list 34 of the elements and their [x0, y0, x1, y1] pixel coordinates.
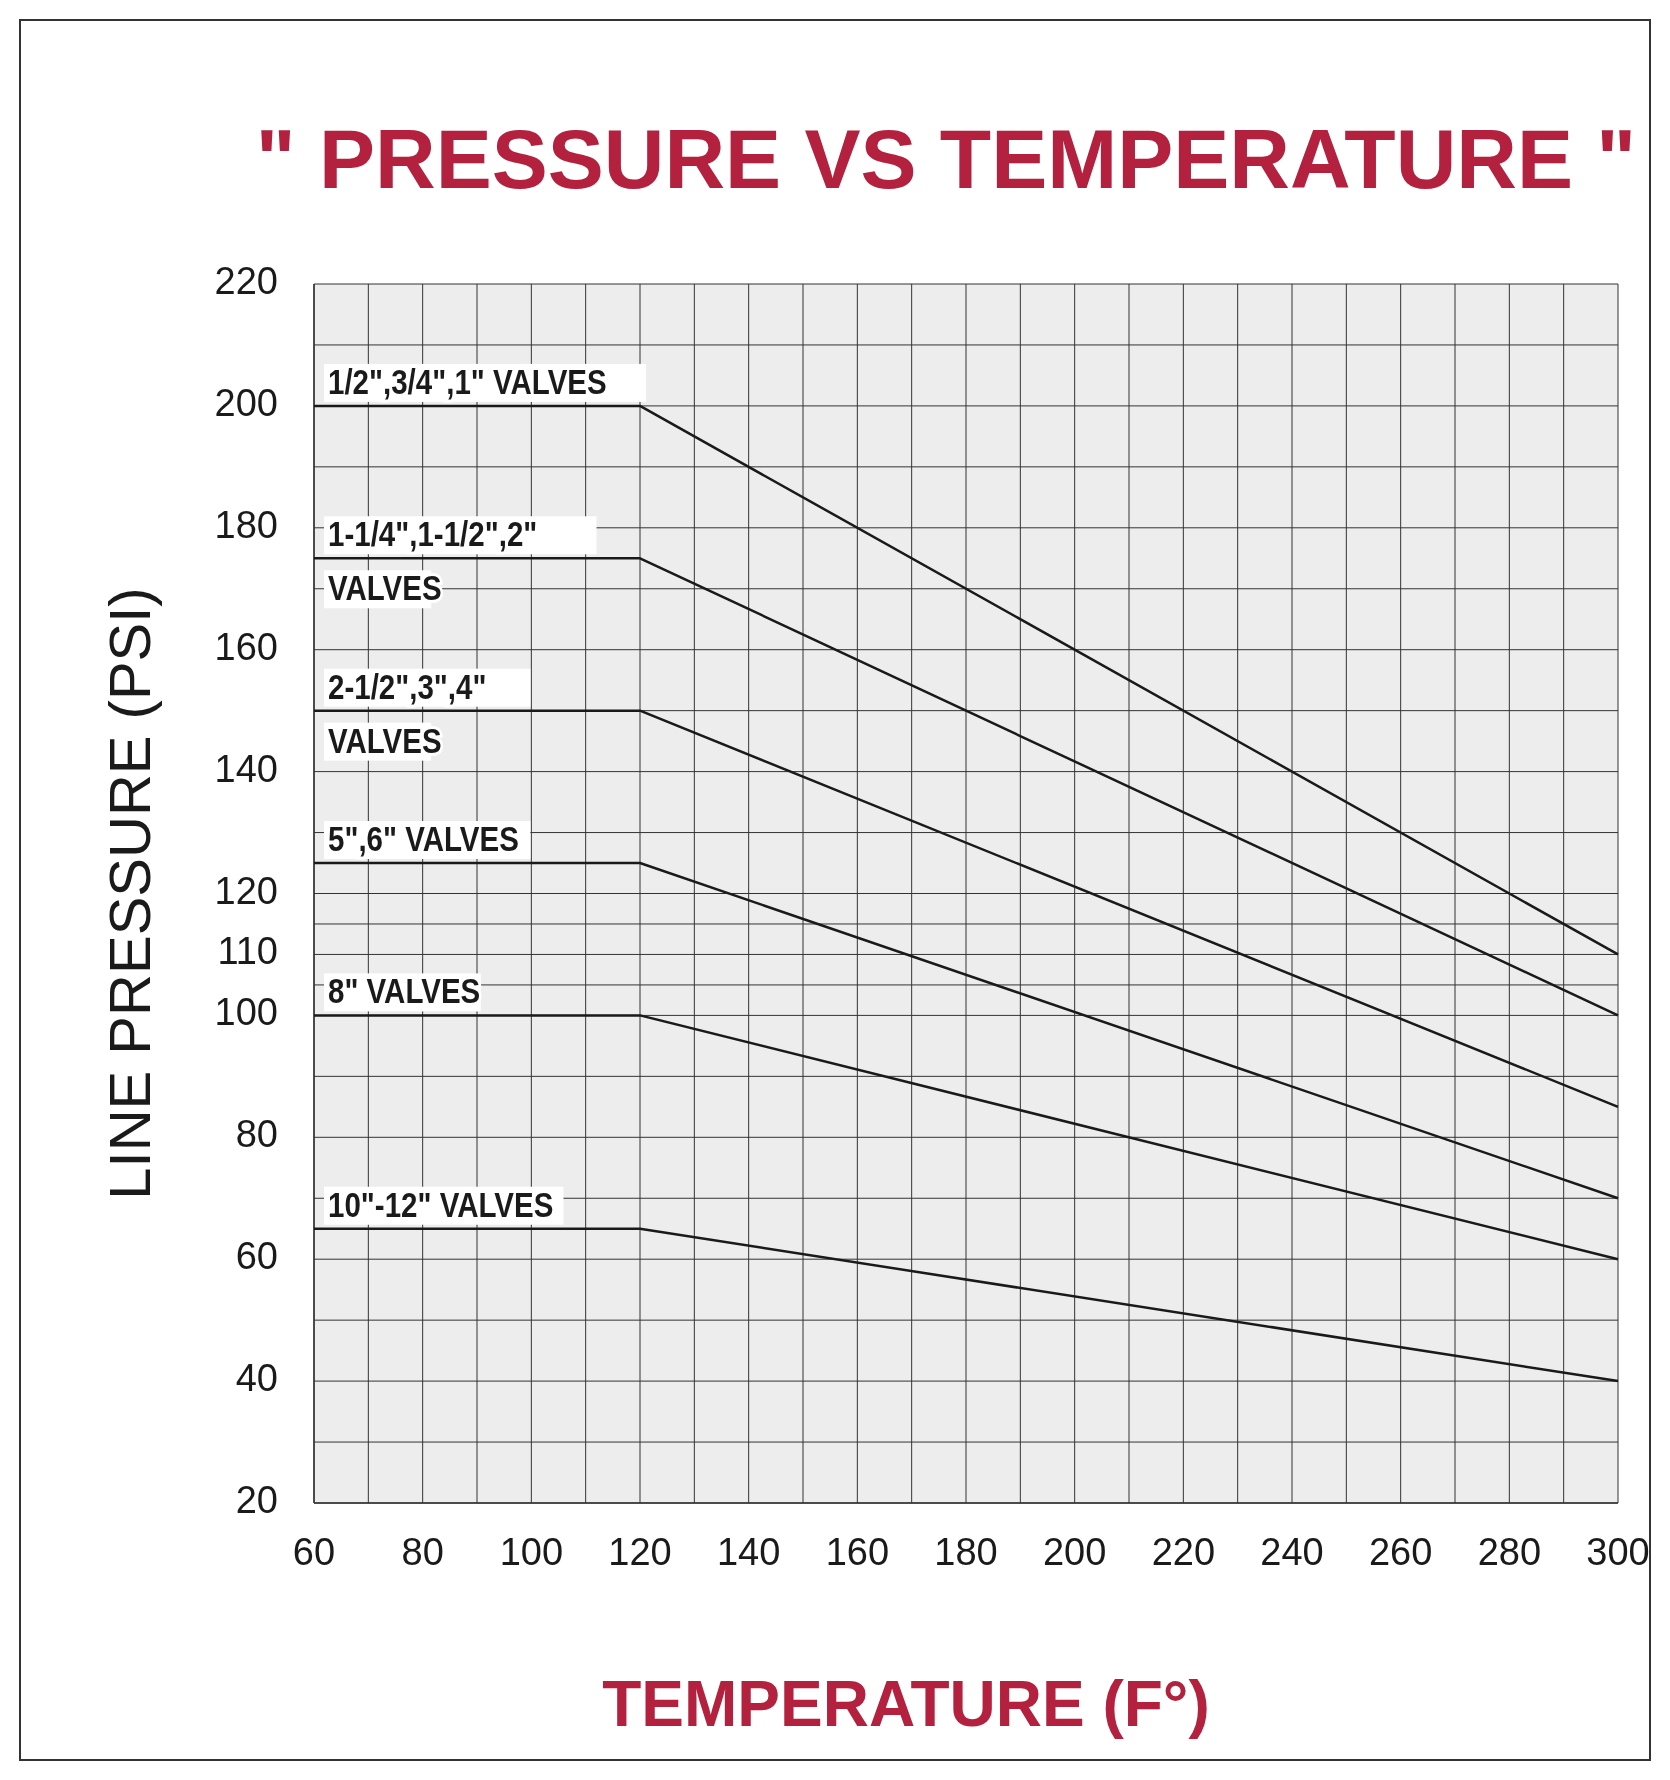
series-label: 10"-12" VALVES: [328, 1183, 554, 1225]
x-tick-label: 100: [499, 1531, 564, 1573]
x-tick-label: 300: [1586, 1531, 1650, 1573]
x-tick-label: 240: [1260, 1531, 1324, 1573]
x-tick-label: 120: [608, 1531, 672, 1573]
y-tick-label: 80: [235, 1113, 278, 1156]
series-label: 1-1/4",1-1/2",2" VALVES: [328, 513, 538, 608]
x-tick-label: 200: [1042, 1531, 1107, 1573]
series-label: 5",6" VALVES: [328, 818, 519, 859]
x-axis-title: TEMPERATURE (F°): [602, 1668, 1210, 1740]
y-tick-label: 110: [217, 930, 278, 973]
y-tick-label: 20: [235, 1479, 278, 1522]
y-tick-label: 60: [235, 1235, 278, 1278]
x-tick-label: 60: [292, 1531, 336, 1573]
y-tick-label: 120: [214, 869, 278, 912]
series-label: 1/2",3/4",1" VALVES: [328, 361, 607, 402]
y-tick-label: 180: [214, 503, 278, 546]
x-tick-label: 260: [1368, 1531, 1433, 1573]
x-tick-label: 160: [825, 1531, 890, 1573]
y-tick-label: 40: [235, 1357, 278, 1400]
x-tick-label: 80: [401, 1531, 444, 1573]
y-tick-label: 140: [214, 747, 278, 790]
series-label: 8" VALVES: [328, 970, 481, 1012]
y-tick-label: 100: [214, 991, 278, 1034]
x-tick-label: 180: [934, 1531, 998, 1573]
y-tick-label: 160: [214, 625, 278, 668]
x-tick-label: 220: [1151, 1531, 1216, 1573]
chart-title: " PRESSURE VS TEMPERATURE ": [255, 112, 1637, 206]
x-tick-label: 280: [1477, 1531, 1542, 1573]
x-tick-label: 140: [716, 1531, 781, 1573]
series-label: 2-1/2",3",4" VALVES: [328, 665, 487, 761]
y-tick-label: 200: [214, 381, 278, 424]
y-tick-label: 220: [214, 260, 278, 303]
y-axis-title: LINE PRESSURE (PSI): [97, 587, 162, 1200]
